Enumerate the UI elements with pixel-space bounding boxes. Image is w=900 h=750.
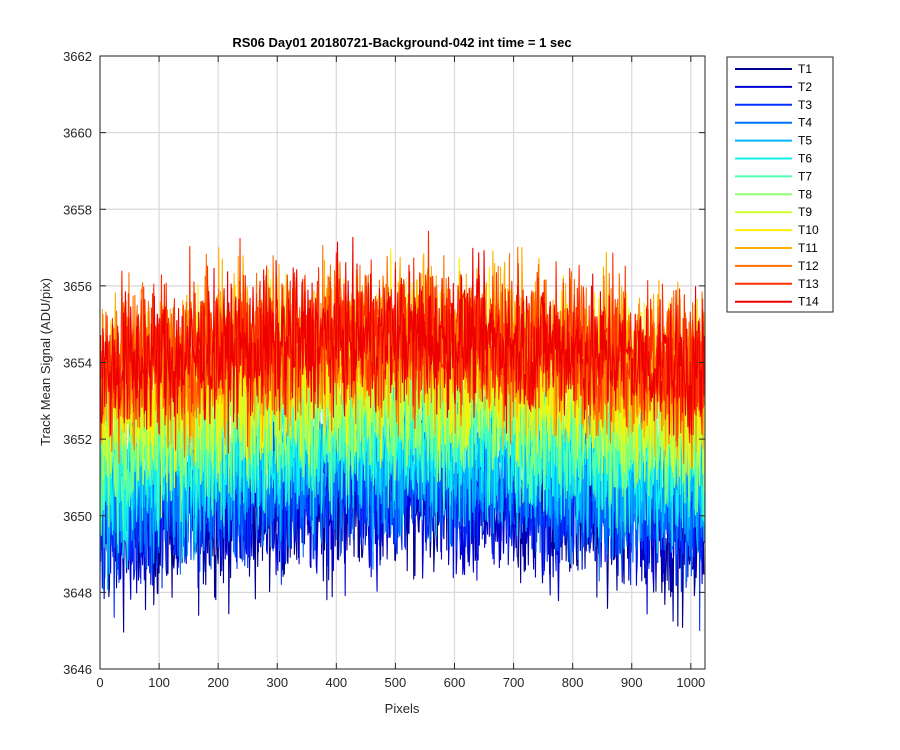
- x-tick-label: 600: [444, 675, 466, 690]
- y-tick-label: 3648: [63, 585, 92, 600]
- legend-label-t9: T9: [798, 205, 812, 219]
- x-axis-label: Pixels: [385, 701, 420, 716]
- x-tick-label: 800: [562, 675, 584, 690]
- x-tick-label: 200: [207, 675, 229, 690]
- y-tick-label: 3656: [63, 279, 92, 294]
- x-tick-label: 1000: [676, 675, 705, 690]
- y-tick-label: 3660: [63, 126, 92, 141]
- legend-label-t10: T10: [798, 223, 819, 237]
- x-tick-label: 300: [266, 675, 288, 690]
- legend-label-t3: T3: [798, 98, 812, 112]
- series-line-t5: [99, 352, 705, 591]
- legend-label-t12: T12: [798, 259, 819, 273]
- y-tick-label: 3646: [63, 662, 92, 677]
- x-tick-label: 100: [148, 675, 170, 690]
- legend-label-t2: T2: [798, 80, 812, 94]
- y-tick-label: 3662: [63, 49, 92, 64]
- x-tick-label: 700: [503, 675, 525, 690]
- legend-label-t5: T5: [798, 134, 812, 148]
- legend-label-t13: T13: [798, 277, 819, 291]
- legend-label-t6: T6: [798, 152, 812, 166]
- y-axis-label: Track Mean Signal (ADU/pix): [38, 278, 53, 446]
- legend-label-t1: T1: [798, 62, 812, 76]
- x-tick-label: 900: [621, 675, 643, 690]
- legend-label-t8: T8: [798, 187, 812, 201]
- chart-title: RS06 Day01 20180721-Background-042 int t…: [232, 35, 571, 50]
- y-tick-label: 3652: [63, 432, 92, 447]
- axis-ticks: 0 100 200 300 400 500 600 700 800 900 1000 3646 3648…: [63, 49, 705, 690]
- y-tick-label: 3658: [63, 202, 92, 217]
- legend-box: [726, 56, 834, 313]
- legend: T1 T2 T3 T4 T5 T6 T7 T8 T9 T10 T11 T12 T13 T14: [726, 56, 834, 313]
- x-tick-label: 400: [325, 675, 347, 690]
- y-tick-label: 3650: [63, 509, 92, 524]
- y-tick-label: 3654: [63, 356, 92, 371]
- series-lines: [99, 230, 705, 633]
- legend-label-t4: T4: [798, 116, 812, 130]
- legend-label-t14: T14: [798, 295, 819, 309]
- legend-label-t11: T11: [798, 241, 818, 255]
- legend-label-t7: T7: [798, 169, 812, 183]
- x-tick-label: 500: [385, 675, 407, 690]
- x-tick-label: 0: [96, 675, 103, 690]
- series-line-t14: [99, 236, 705, 454]
